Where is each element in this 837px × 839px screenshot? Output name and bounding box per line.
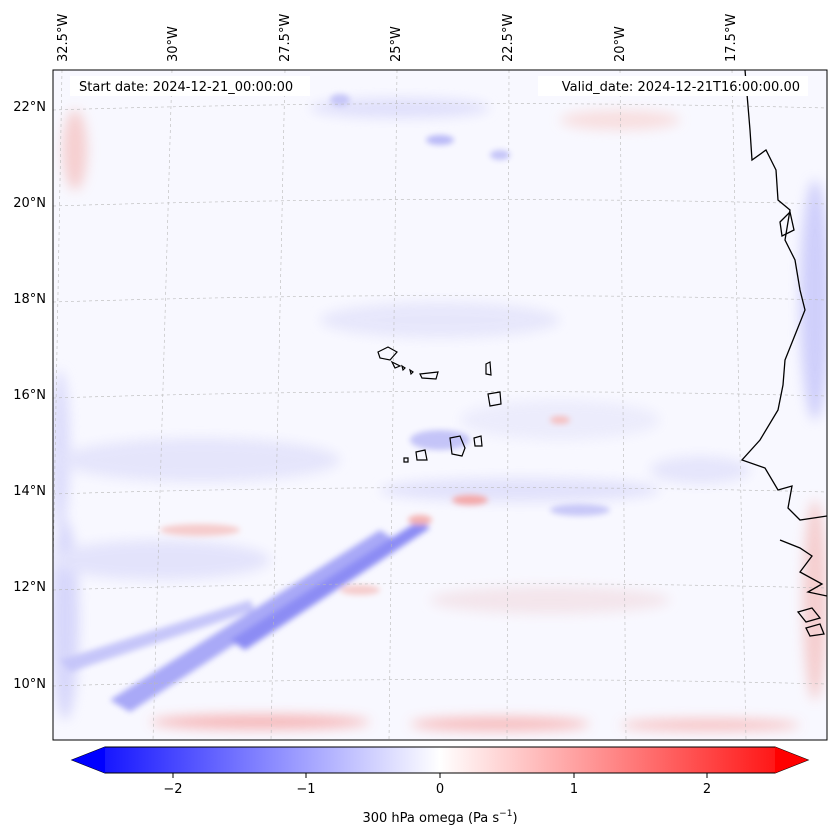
longitude-labels: 32.5°W 30°W 27.5°W 25°W 22.5°W 20°W 17.5… <box>56 14 739 62</box>
lat-label: 12°N <box>13 580 46 595</box>
valid-date-label: Valid_date: 2024-12-21T16:00:00.00 <box>562 80 800 95</box>
colorbar-title-text: 300 hPa omega (Pa s <box>362 811 499 826</box>
omega-field-shading <box>53 94 827 731</box>
colorbar: −2 −1 0 1 2 300 hPa omega (Pa s−1) <box>70 746 810 826</box>
graticule-lines <box>53 70 827 740</box>
lat-label: 20°N <box>13 196 46 211</box>
start-date-label: Start date: 2024-12-21_00:00:00 <box>79 80 293 95</box>
colorbar-ticks <box>172 773 708 778</box>
islands <box>377 346 502 463</box>
colorbar-min-extend <box>72 747 105 773</box>
colorbar-tick-label: 1 <box>570 782 578 797</box>
colorbar-tick-label: 2 <box>703 782 711 797</box>
lon-label: 32.5°W <box>56 14 71 62</box>
latitude-labels: 22°N 20°N 18°N 16°N 14°N 12°N 10°N <box>13 100 46 692</box>
coastline <box>740 70 827 637</box>
lat-label: 10°N <box>13 677 46 692</box>
colorbar-tick-label: −1 <box>296 782 315 797</box>
start-date-box <box>70 76 310 96</box>
colorbar-bar <box>70 746 810 774</box>
colorbar-title: 300 hPa omega (Pa s−1) <box>362 809 517 826</box>
colorbar-tick-label: 0 <box>436 782 444 797</box>
lat-label: 22°N <box>13 100 46 115</box>
colorbar-tick-label: −2 <box>163 782 182 797</box>
valid-date-box <box>538 76 808 96</box>
lon-label: 27.5°W <box>278 14 293 62</box>
lon-label: 30°W <box>166 26 181 62</box>
lon-label: 22.5°W <box>501 14 516 62</box>
colorbar-title-sup: −1 <box>499 809 512 819</box>
omega-field-background <box>53 70 827 740</box>
colorbar-title-end: ) <box>512 811 517 826</box>
lon-label: 20°W <box>613 26 628 62</box>
map-panel <box>53 70 827 740</box>
lat-label: 16°N <box>13 388 46 403</box>
lat-label: 14°N <box>13 484 46 499</box>
colorbar-max-extend <box>775 747 808 773</box>
lat-label: 18°N <box>13 292 46 307</box>
lon-label: 17.5°W <box>724 14 739 62</box>
map-frame <box>52 69 828 741</box>
lon-label: 25°W <box>389 26 404 62</box>
